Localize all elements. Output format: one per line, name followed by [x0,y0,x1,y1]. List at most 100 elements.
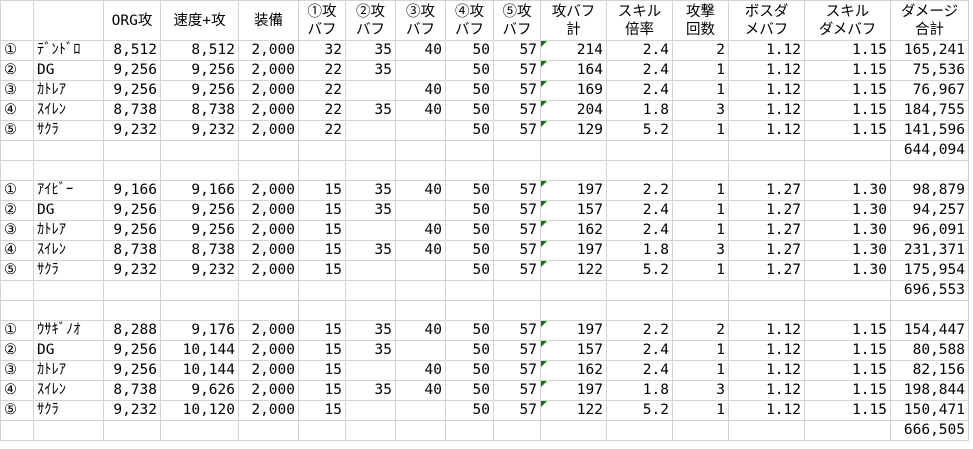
cell[interactable] [395,200,446,221]
member-index[interactable]: ⑤ [0,260,34,281]
cell[interactable]: 8,512 [160,40,239,61]
cell[interactable]: 40 [395,380,446,401]
header-cell[interactable]: ORG攻 [103,0,161,41]
cell[interactable]: 15 [298,320,346,341]
cell[interactable]: 9,256 [103,200,161,221]
cell[interactable]: 9,256 [160,80,239,101]
empty-cell[interactable] [493,420,541,441]
empty-cell[interactable] [238,300,299,321]
cell[interactable]: 1.15 [804,120,891,141]
member-name[interactable]: ｶﾄﾚｱ [33,360,104,381]
cell[interactable]: 1.15 [804,400,891,421]
empty-cell[interactable] [672,420,729,441]
cell[interactable]: 76,967 [890,80,969,101]
empty-cell[interactable] [103,420,161,441]
cell[interactable]: 5.2 [606,120,673,141]
cell[interactable]: 1.12 [728,60,805,81]
cell[interactable]: 9,176 [160,320,239,341]
cell[interactable]: 9,232 [103,120,161,141]
cell[interactable] [345,360,396,381]
cell[interactable]: 57 [493,240,541,261]
cell[interactable]: 1 [672,260,729,281]
empty-cell[interactable] [728,420,805,441]
cell[interactable]: 157 [540,340,607,361]
cell[interactable] [345,400,396,421]
cell[interactable]: 122 [540,260,607,281]
cell[interactable]: 197 [540,240,607,261]
cell[interactable]: 57 [493,180,541,201]
member-name[interactable]: ｽｲﾚﾝ [33,380,104,401]
cell[interactable]: 197 [540,380,607,401]
cell[interactable]: 15 [298,220,346,241]
empty-cell[interactable] [33,280,104,301]
cell[interactable]: 1 [672,400,729,421]
cell[interactable]: 2,000 [238,400,299,421]
cell[interactable]: 2,000 [238,340,299,361]
member-index[interactable]: ② [0,340,34,361]
cell[interactable]: 57 [493,380,541,401]
cell[interactable]: 1.12 [728,80,805,101]
header-cell[interactable]: スキル 倍率 [606,0,673,41]
empty-cell[interactable] [160,280,239,301]
member-name[interactable]: ｻｸﾗ [33,120,104,141]
empty-cell[interactable] [445,140,494,161]
cell[interactable]: 9,232 [160,260,239,281]
cell[interactable]: 94,257 [890,200,969,221]
damage-total[interactable]: 666,505 [890,420,969,441]
cell[interactable]: 2,000 [238,360,299,381]
empty-cell[interactable] [540,160,607,181]
cell[interactable]: 35 [345,60,396,81]
header-cell[interactable]: ③攻 バフ [395,0,446,41]
member-index[interactable]: ② [0,60,34,81]
header-cell[interactable]: スキル ダメバフ [804,0,891,41]
cell[interactable] [345,120,396,141]
cell[interactable]: 57 [493,200,541,221]
cell[interactable]: 40 [395,180,446,201]
empty-cell[interactable] [345,140,396,161]
member-index[interactable]: ② [0,200,34,221]
cell[interactable]: 50 [445,120,494,141]
header-cell[interactable]: 攻バフ計 [540,0,607,41]
cell[interactable]: 8,738 [160,100,239,121]
empty-cell[interactable] [728,300,805,321]
cell[interactable]: 1.8 [606,380,673,401]
cell[interactable]: 1 [672,120,729,141]
cell[interactable]: 231,371 [890,240,969,261]
cell[interactable]: 1.27 [728,220,805,241]
cell[interactable]: 1.12 [728,120,805,141]
cell[interactable]: 1.15 [804,320,891,341]
cell[interactable]: 2,000 [238,80,299,101]
header-cell[interactable]: ダメージ 合計 [890,0,969,41]
cell[interactable]: 2 [672,40,729,61]
member-name[interactable]: ｶﾄﾚｱ [33,220,104,241]
empty-cell[interactable] [0,160,34,181]
empty-cell[interactable] [238,140,299,161]
empty-cell[interactable] [345,280,396,301]
cell[interactable] [345,220,396,241]
empty-cell[interactable] [345,300,396,321]
empty-cell[interactable] [0,420,34,441]
empty-cell[interactable] [160,420,239,441]
empty-cell[interactable] [395,300,446,321]
cell[interactable]: 35 [345,100,396,121]
cell[interactable]: 15 [298,180,346,201]
cell[interactable]: 57 [493,400,541,421]
empty-cell[interactable] [540,140,607,161]
empty-cell[interactable] [672,280,729,301]
empty-cell[interactable] [493,280,541,301]
cell[interactable]: 32 [298,40,346,61]
empty-cell[interactable] [606,160,673,181]
cell[interactable]: 35 [345,240,396,261]
empty-cell[interactable] [0,300,34,321]
cell[interactable]: 1 [672,60,729,81]
cell[interactable]: 2,000 [238,260,299,281]
empty-cell[interactable] [540,280,607,301]
cell[interactable]: 82,156 [890,360,969,381]
member-name[interactable]: ｳｻｷﾞﾉｵ [33,320,104,341]
member-index[interactable]: ④ [0,100,34,121]
member-index[interactable]: ③ [0,80,34,101]
header-cell[interactable]: ⑤攻 バフ [493,0,541,41]
empty-cell[interactable] [606,420,673,441]
cell[interactable]: 1.30 [804,180,891,201]
cell[interactable]: 50 [445,180,494,201]
